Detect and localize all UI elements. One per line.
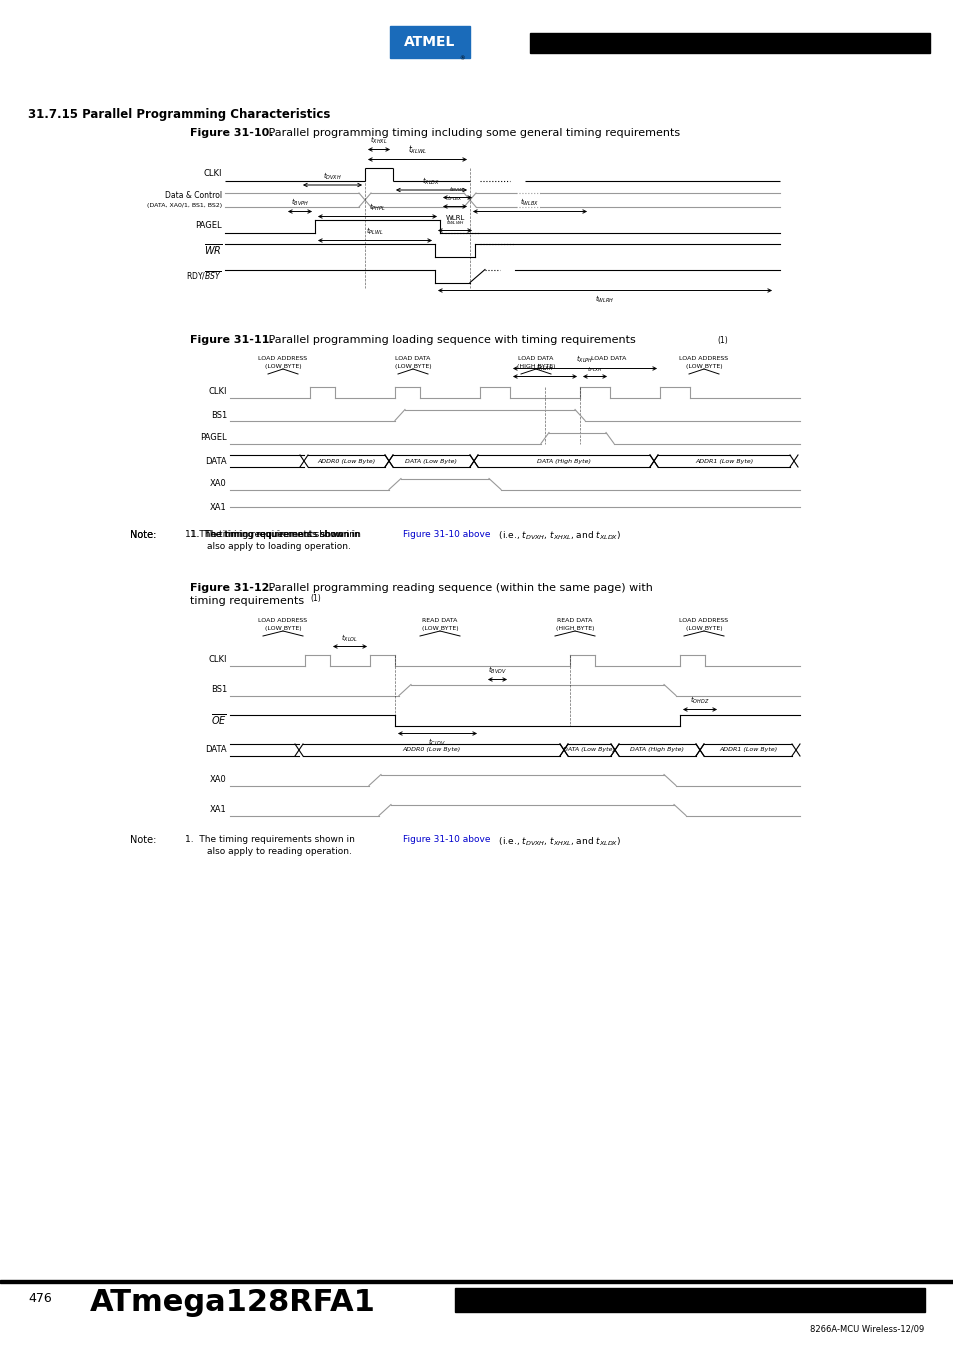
Text: Parallel programming loading sequence with timing requirements: Parallel programming loading sequence wi… xyxy=(265,335,635,345)
Text: $t_{PLWL}$: $t_{PLWL}$ xyxy=(366,227,383,238)
Text: Parallel programming reading sequence (within the same page) with: Parallel programming reading sequence (w… xyxy=(265,584,652,593)
Text: LOAD ADDRESS: LOAD ADDRESS xyxy=(679,617,728,623)
Text: (HIGH BYTE): (HIGH BYTE) xyxy=(517,363,555,369)
Text: $t_{BVDV}$: $t_{BVDV}$ xyxy=(488,665,506,677)
Text: (i.e., $t_{DVXH}$, $t_{XHXL}$, and $t_{XLDX}$): (i.e., $t_{DVXH}$, $t_{XHXL}$, and $t_{X… xyxy=(496,530,620,543)
Text: 476: 476 xyxy=(28,1292,51,1305)
Text: DATA (High Byte): DATA (High Byte) xyxy=(537,458,590,463)
Text: Figure 31-11.: Figure 31-11. xyxy=(190,335,274,345)
Text: DATA: DATA xyxy=(205,457,227,466)
Text: $\overline{WR}$: $\overline{WR}$ xyxy=(203,243,222,258)
Text: ADDR1 (Low Byte): ADDR1 (Low Byte) xyxy=(694,458,752,463)
Text: $t_{PLBX}$: $t_{PLBX}$ xyxy=(447,195,462,204)
Text: LOAD ADDRESS: LOAD ADDRESS xyxy=(258,617,307,623)
Text: $t_{XLXH}$: $t_{XLXH}$ xyxy=(536,362,554,373)
Text: 31.7.15 Parallel Programming Characteristics: 31.7.15 Parallel Programming Characteris… xyxy=(28,108,330,122)
Text: DATA (High Byte): DATA (High Byte) xyxy=(630,747,684,753)
Text: $t_{WLBX}$: $t_{WLBX}$ xyxy=(520,197,539,208)
Text: XA1: XA1 xyxy=(210,503,227,512)
Text: (LOW BYTE): (LOW BYTE) xyxy=(421,626,457,631)
Text: ATMEL: ATMEL xyxy=(404,35,456,49)
Text: $t_{XLWL}$: $t_{XLWL}$ xyxy=(407,145,427,157)
Text: 1.  The timing requirements shown in: 1. The timing requirements shown in xyxy=(191,530,363,539)
Text: timing requirements: timing requirements xyxy=(190,596,304,607)
Text: Figure 31-12.: Figure 31-12. xyxy=(190,584,274,593)
Text: RDY/$\overline{BSY}$: RDY/$\overline{BSY}$ xyxy=(186,270,222,282)
Text: CLKI: CLKI xyxy=(203,169,222,178)
Text: (LOW BYTE): (LOW BYTE) xyxy=(264,626,301,631)
Text: 1.  The timing requirements shown in: 1. The timing requirements shown in xyxy=(185,835,357,844)
Text: Parallel programming timing including some general timing requirements: Parallel programming timing including so… xyxy=(265,128,679,138)
Text: CLKI: CLKI xyxy=(209,655,227,665)
Text: ATmega128RFA1: ATmega128RFA1 xyxy=(90,1288,375,1317)
Text: 1.  The timing requirements shown in: 1. The timing requirements shown in xyxy=(190,530,362,539)
Text: BS1: BS1 xyxy=(211,411,227,420)
Text: XA0: XA0 xyxy=(210,480,227,489)
Text: XA0: XA0 xyxy=(210,775,227,785)
Text: (LOW BYTE): (LOW BYTE) xyxy=(685,363,721,369)
Text: PAGEL: PAGEL xyxy=(195,222,222,231)
Text: (i.e., $t_{DVXH}$, $t_{XHXL}$, and $t_{XLDX}$): (i.e., $t_{DVXH}$, $t_{XHXL}$, and $t_{X… xyxy=(496,835,620,847)
Text: $t_{BVWL}$: $t_{BVWL}$ xyxy=(449,185,465,195)
Text: ADDR1 (Low Byte): ADDR1 (Low Byte) xyxy=(719,747,777,753)
Text: (LOW BYTE): (LOW BYTE) xyxy=(685,626,721,631)
Text: $t_{BVPH}$: $t_{BVPH}$ xyxy=(291,197,309,208)
Text: LOAD ADDRESS: LOAD ADDRESS xyxy=(679,357,728,361)
Text: Note:: Note: xyxy=(130,530,156,540)
Text: Figure 31-10 above: Figure 31-10 above xyxy=(402,835,490,844)
Text: $t_{CLDV}$: $t_{CLDV}$ xyxy=(428,736,446,747)
Text: 8266A-MCU Wireless-12/09: 8266A-MCU Wireless-12/09 xyxy=(809,1325,923,1333)
Text: READ DATA: READ DATA xyxy=(422,617,457,623)
Text: READ DATA: READ DATA xyxy=(557,617,592,623)
Bar xyxy=(0,1279,953,1283)
Text: (HIGH BYTE): (HIGH BYTE) xyxy=(556,626,594,631)
Text: (DATA, XA0/1, BS1, BS2): (DATA, XA0/1, BS1, BS2) xyxy=(147,204,222,208)
Text: Note:: Note: xyxy=(130,530,156,540)
Text: DATA: DATA xyxy=(205,746,227,754)
Text: LOAD ADDRESS: LOAD ADDRESS xyxy=(258,357,307,361)
Text: $t_{PLXH}$: $t_{PLXH}$ xyxy=(586,365,602,373)
Text: also apply to loading operation.: also apply to loading operation. xyxy=(207,542,351,551)
Text: also apply to reading operation.: also apply to reading operation. xyxy=(207,847,352,857)
Text: 1.  The timing requirements shown in: 1. The timing requirements shown in xyxy=(185,530,357,539)
Text: (LOW BYTE): (LOW BYTE) xyxy=(395,363,431,369)
Text: $t_{WLRH}$: $t_{WLRH}$ xyxy=(595,293,614,305)
Text: LOAD DATA: LOAD DATA xyxy=(591,357,626,361)
Text: $t_{XLDX}$: $t_{XLDX}$ xyxy=(422,176,440,186)
Text: $t_{OHDZ}$: $t_{OHDZ}$ xyxy=(690,696,709,707)
Text: $t_{PHPL}$: $t_{PHPL}$ xyxy=(369,203,385,213)
Text: Note:: Note: xyxy=(130,835,156,844)
Text: (1): (1) xyxy=(717,336,727,345)
Text: (1): (1) xyxy=(310,594,320,603)
Text: $t_{XLPH}$: $t_{XLPH}$ xyxy=(576,354,593,366)
Bar xyxy=(530,32,929,53)
Text: BS1: BS1 xyxy=(211,685,227,694)
Text: $t_{DVXH}$: $t_{DVXH}$ xyxy=(323,170,341,182)
Text: Figure 31-10.: Figure 31-10. xyxy=(190,128,274,138)
Text: $t_{XHXL}$: $t_{XHXL}$ xyxy=(370,135,387,146)
Text: ADDR0 (Low Byte): ADDR0 (Low Byte) xyxy=(317,458,375,463)
Text: $\overline{OE}$: $\overline{OE}$ xyxy=(211,712,227,727)
Text: LOAD DATA: LOAD DATA xyxy=(395,357,430,361)
Text: Data & Control: Data & Control xyxy=(165,192,222,200)
Text: ®: ® xyxy=(459,55,464,61)
Text: LOAD DATA: LOAD DATA xyxy=(517,357,553,361)
Text: DATA (Low Byte): DATA (Low Byte) xyxy=(563,747,615,753)
Text: DATA (Low Byte): DATA (Low Byte) xyxy=(405,458,457,463)
Bar xyxy=(390,26,470,58)
Text: CLKI: CLKI xyxy=(209,388,227,396)
Text: Figure 31-10 above: Figure 31-10 above xyxy=(402,530,490,539)
Text: $t_{XLOL}$: $t_{XLOL}$ xyxy=(341,632,358,643)
Text: (LOW BYTE): (LOW BYTE) xyxy=(264,363,301,369)
Text: ADDR0 (Low Byte): ADDR0 (Low Byte) xyxy=(402,747,460,753)
Bar xyxy=(455,1288,924,1312)
Text: XA1: XA1 xyxy=(210,805,227,815)
Text: WLRL: WLRL xyxy=(445,216,464,222)
Text: $t_{WLWH}$: $t_{WLWH}$ xyxy=(445,219,464,227)
Text: PAGEL: PAGEL xyxy=(200,434,227,443)
